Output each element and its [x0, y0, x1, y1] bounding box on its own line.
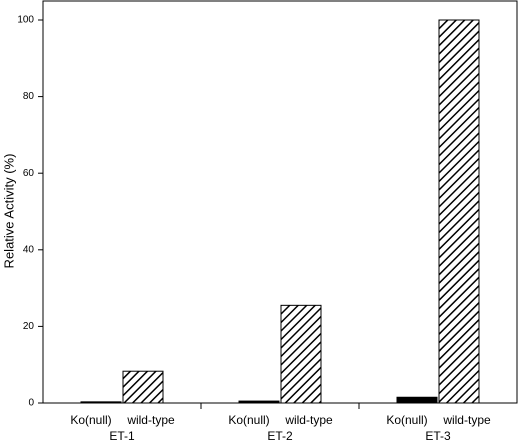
bar — [238, 400, 280, 404]
x-group-label: ET-2 — [267, 429, 293, 442]
bar-label: Ko(null) — [70, 413, 111, 427]
bar-label: Ko(null) — [386, 413, 427, 427]
bar-label: wild-type — [284, 413, 333, 427]
x-group-label: ET-3 — [425, 429, 451, 442]
bar-label: wild-type — [126, 413, 175, 427]
bar — [80, 401, 122, 404]
bar — [122, 370, 164, 404]
y-axis-title: Relative Activity (%) — [1, 154, 16, 269]
y-tick-label: 40 — [23, 244, 35, 255]
bar — [396, 396, 438, 404]
bar — [438, 19, 480, 404]
plot-frame — [42, 0, 518, 404]
y-tick-label: 80 — [23, 91, 35, 102]
bar — [280, 304, 322, 404]
x-group-label: ET-1 — [109, 429, 135, 442]
bar-label: Ko(null) — [228, 413, 269, 427]
y-tick-label: 0 — [28, 398, 34, 409]
y-tick-label: 100 — [17, 15, 34, 26]
bar-label: wild-type — [442, 413, 491, 427]
y-tick-label: 20 — [23, 321, 35, 332]
y-tick-label: 60 — [23, 168, 35, 179]
